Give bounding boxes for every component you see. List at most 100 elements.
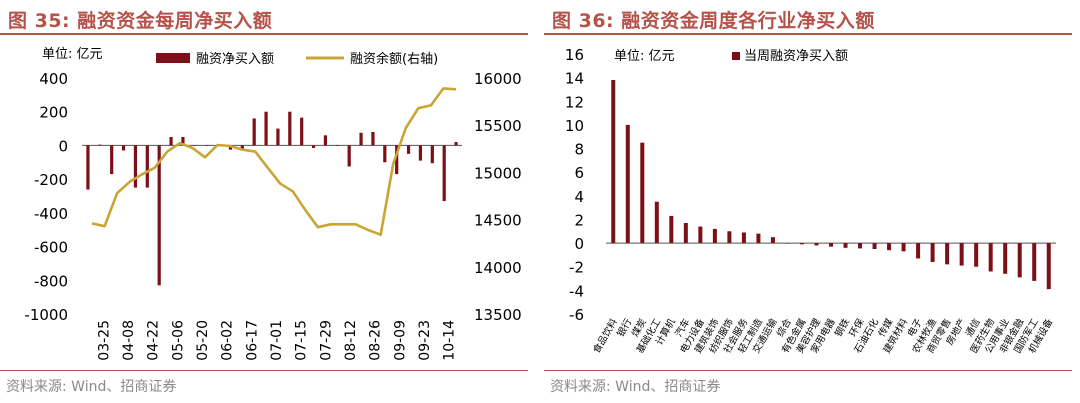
- y-tick-label-right: 15000: [474, 164, 522, 182]
- x-tick-label: 06-17: [244, 320, 260, 361]
- bar: [430, 145, 434, 164]
- bar: [683, 223, 688, 244]
- bar: [916, 243, 921, 259]
- y-tick-label: 6: [574, 164, 584, 182]
- x-tick-label: 06-02: [220, 320, 236, 361]
- x-tick-label: 04-08: [121, 320, 137, 361]
- industry-net-buy-chart: 单位: 亿元 当周融资净买入额-6-4-20246810121416食品饮料银行煤…: [565, 46, 1056, 355]
- x-tick-label: 05-20: [195, 320, 211, 361]
- bar: [756, 233, 761, 244]
- bar: [98, 144, 102, 146]
- bar: [454, 142, 458, 146]
- legend-label-bar: 当周融资净买入额: [744, 49, 848, 64]
- bar: [300, 117, 304, 146]
- bar: [181, 137, 185, 146]
- legend-label-line: 融资余额(右轴): [350, 51, 438, 67]
- bar: [288, 111, 292, 146]
- source-note: 资料来源: Wind、招商证券: [6, 379, 177, 395]
- bar: [193, 145, 197, 146]
- y-tick-label-left: 0: [58, 137, 68, 155]
- bar: [770, 237, 775, 244]
- y-tick-label-left: 200: [39, 104, 68, 122]
- x-tick-label: 09-09: [392, 320, 408, 361]
- bar: [442, 145, 446, 202]
- y-tick-label-left: -1000: [24, 306, 68, 324]
- bar: [988, 243, 993, 272]
- bar: [383, 145, 387, 163]
- bar: [974, 243, 979, 267]
- y-tick-label-left: -600: [34, 239, 68, 257]
- bar: [959, 243, 964, 266]
- y-tick-label: 10: [565, 117, 584, 135]
- y-tick-label: -6: [569, 306, 584, 324]
- bar: [347, 145, 351, 167]
- x-tick-label: 09-23: [417, 320, 433, 361]
- legend-swatch-bar: [732, 52, 740, 60]
- unit-label: 单位: 亿元: [42, 47, 103, 62]
- x-tick-label: 04-22: [146, 320, 162, 361]
- bar: [625, 124, 630, 244]
- y-tick-label-left: 400: [39, 70, 68, 88]
- bar: [858, 243, 863, 249]
- bar: [311, 145, 316, 148]
- bar: [945, 243, 950, 265]
- bar: [205, 145, 209, 146]
- bar: [121, 145, 126, 151]
- bar: [228, 145, 233, 150]
- y-tick-label: 2: [574, 211, 584, 229]
- bar: [371, 131, 375, 146]
- bar: [145, 145, 149, 188]
- bar: [240, 145, 244, 151]
- source-note: 资料来源: Wind、招商证券: [550, 379, 721, 395]
- bar: [1032, 243, 1037, 281]
- bar: [930, 243, 935, 262]
- bar: [323, 135, 328, 146]
- y-tick-label: 8: [574, 141, 584, 159]
- bar: [654, 201, 659, 244]
- x-tick-label: 07-01: [269, 320, 285, 361]
- bar: [264, 111, 268, 146]
- y-tick-label: 12: [565, 93, 584, 111]
- source-divider: [544, 370, 1072, 371]
- bar: [611, 80, 616, 244]
- series-line-balance: [91, 87, 457, 236]
- y-tick-label: 16: [565, 46, 584, 64]
- bar: [169, 137, 173, 146]
- bar: [887, 243, 892, 251]
- bar: [418, 145, 423, 161]
- bar: [814, 243, 819, 246]
- bar: [785, 243, 790, 244]
- y-tick-label-right: 15500: [474, 117, 522, 135]
- bar: [712, 228, 717, 244]
- title-divider: [544, 33, 1072, 35]
- panel-margin-financing-weekly: 图 35: 融资资金每周净买入额 单位: 亿元 融资净买入额 融资余额(右轴) -10…: [0, 0, 536, 403]
- bar: [1046, 243, 1051, 290]
- x-tick-label: 03-25: [96, 320, 112, 361]
- bar: [872, 243, 877, 249]
- bar: [829, 243, 833, 247]
- bar: [901, 243, 906, 252]
- bar: [799, 243, 804, 245]
- x-tick-label: 07-29: [318, 320, 334, 361]
- bar: [1003, 243, 1008, 274]
- x-tick-label: 08-12: [343, 320, 359, 361]
- bar: [669, 215, 674, 244]
- title-divider: [0, 33, 528, 35]
- figure-title: 图 36: 融资资金周度各行业净买入额: [552, 10, 875, 32]
- bar: [741, 232, 746, 244]
- x-tick-label: 10-14: [442, 320, 458, 361]
- weekly-net-buy-chart: 单位: 亿元 融资净买入额 融资余额(右轴) -1000 -800 -600 -400 -20…: [24, 47, 522, 361]
- bar: [1017, 243, 1022, 278]
- bar: [359, 132, 363, 146]
- bar: [276, 128, 280, 146]
- source-divider: [0, 370, 528, 371]
- panel-industry-net-buy: 图 36: 融资资金周度各行业净买入额 单位: 亿元 当周融资净买入额 -6 -4 -2…: [544, 0, 1080, 403]
- legend-label-bar: 融资净买入额: [196, 52, 274, 67]
- x-tick-label: 07-15: [294, 320, 310, 361]
- y-tick-label: 4: [574, 188, 584, 206]
- bar: [335, 145, 339, 146]
- bar: [157, 145, 161, 286]
- bar: [110, 145, 114, 175]
- bar: [640, 142, 645, 244]
- legend-swatch-bar: [156, 53, 190, 63]
